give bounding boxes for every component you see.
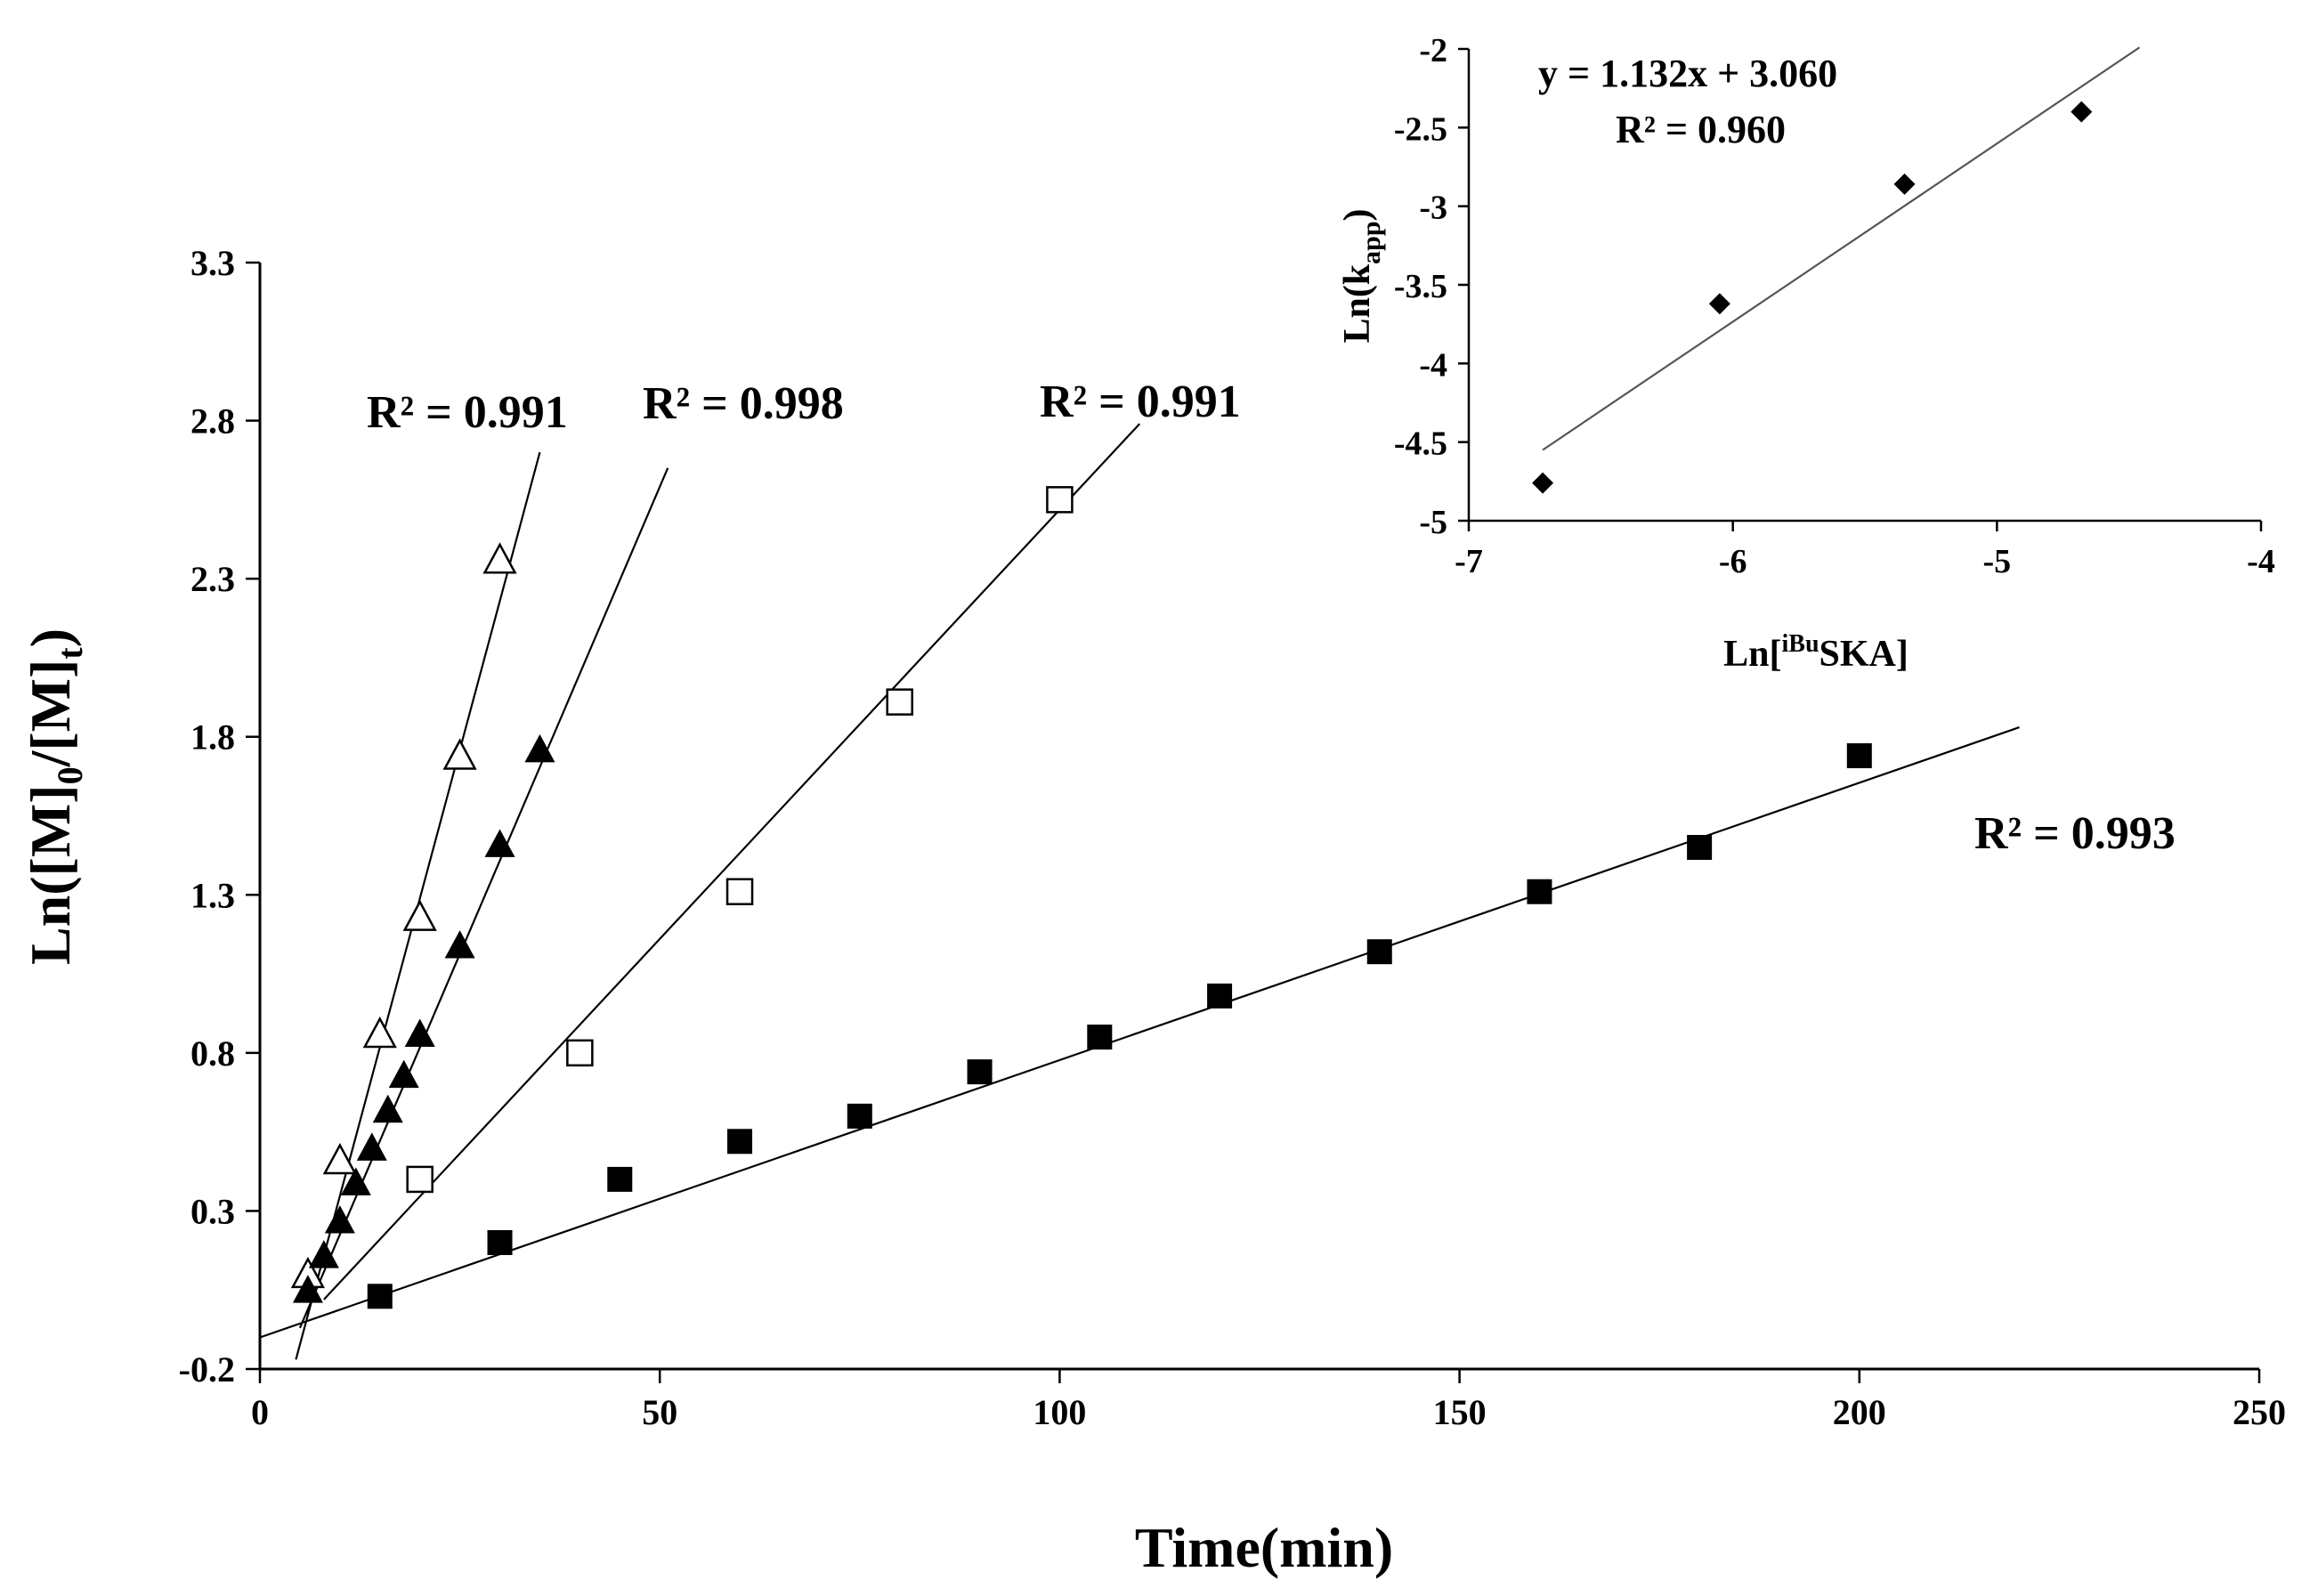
main-point-series-0 [442, 738, 477, 770]
main-point-series-3 [1527, 879, 1552, 904]
main-x-axis-title: Time(min) [1135, 1516, 1393, 1579]
main-point-series-1 [444, 930, 475, 959]
inset-y-tick-label: -2.5 [1394, 110, 1447, 148]
inset-y-tick-label: -4.5 [1394, 425, 1447, 463]
main-fit-lines [259, 423, 2020, 1360]
main-y-tick-label: -0.2 [179, 1349, 235, 1389]
main-point-series-1 [340, 1167, 371, 1195]
main-plot: 0 50 100 150 200 250 -0.2 0.3 0.8 1.3 1.8 2.3 2.8 3.… [19, 243, 2286, 1579]
main-point-series-3 [1207, 983, 1233, 1009]
main-point-series-3 [847, 1103, 872, 1129]
main-point-series-3 [367, 1284, 393, 1309]
inset-y-tick-label: -3 [1419, 190, 1447, 227]
main-point-series-3 [1366, 939, 1392, 965]
inset-x-ticks: -7 -6 -5 -4 [1455, 521, 2275, 580]
main-y-tick-label: 2.8 [190, 401, 235, 442]
main-point-series-2 [566, 1039, 594, 1067]
inset-y-tick-label: -4 [1419, 346, 1447, 384]
main-point-series-0 [322, 1142, 357, 1175]
r2-label-open-squares: R² = 0.991 [1040, 377, 1241, 427]
main-point-series-0 [482, 542, 517, 574]
main-y-tick-label: 1.3 [190, 875, 235, 915]
inset-y-tick-label: -5 [1419, 504, 1447, 541]
main-point-series-3 [1087, 1025, 1113, 1050]
inset-y-tick-label: -2 [1419, 32, 1447, 69]
inset-fit-line [1542, 46, 2141, 451]
main-point-series-3 [1687, 835, 1713, 861]
main-point-series-0 [402, 899, 437, 931]
main-x-tick-label: 0 [251, 1392, 269, 1432]
main-point-series-2 [725, 878, 754, 905]
inset-y-axis-title: Ln(kapp) [1337, 208, 1386, 343]
inset-plot: -7 -6 -5 -4 -5 -4.5 -4 -3.5 -3 -2.5 -2 Ln[iBuSKA]… [1337, 32, 2275, 675]
inset-equation: y = 1.132x + 3.060 [1538, 52, 1837, 95]
main-point-series-1 [292, 1275, 323, 1303]
inset-fit-line-series-0 [1542, 46, 2141, 451]
main-x-ticks: 0 50 100 150 200 250 [251, 1369, 2286, 1432]
inset-x-tick-label: -7 [1455, 543, 1483, 580]
main-point-series-1 [484, 829, 515, 857]
main-point-series-3 [967, 1059, 993, 1085]
main-point-series-1 [524, 733, 555, 763]
main-point-series-1 [324, 1205, 355, 1234]
main-x-tick-label: 200 [1833, 1392, 1886, 1432]
inset-x-tick-label: -5 [1983, 543, 2012, 580]
main-fit-line-series-3 [259, 726, 2020, 1339]
main-point-series-3 [1846, 743, 1872, 769]
r2-label-filled-squares: R² = 0.993 [1974, 808, 2176, 859]
main-y-tick-label: 1.8 [190, 717, 235, 757]
main-x-tick-label: 50 [642, 1392, 677, 1432]
main-point-series-2 [1046, 486, 1074, 514]
main-point-series-3 [727, 1129, 753, 1154]
main-point-series-2 [886, 688, 913, 716]
main-x-tick-label: 250 [2233, 1392, 2286, 1432]
main-point-series-1 [372, 1094, 403, 1123]
main-y-tick-label: 0.8 [190, 1033, 235, 1073]
inset-point-series-0 [1532, 472, 1554, 494]
main-point-series-2 [406, 1165, 434, 1194]
main-point-series-1 [308, 1240, 339, 1268]
inset-y-ticks: -5 -4.5 -4 -3.5 -3 -2.5 -2 [1394, 32, 1469, 541]
inset-y-tick-label: -3.5 [1394, 268, 1447, 305]
r2-label-filled-triangles: R² = 0.998 [643, 378, 844, 429]
main-point-series-3 [487, 1229, 513, 1255]
inset-point-series-0 [1708, 293, 1730, 315]
main-point-series-1 [388, 1059, 419, 1089]
main-data-points [290, 486, 1872, 1309]
main-y-axis-title: Ln([M]0/[M]t) [19, 628, 90, 965]
main-point-series-1 [404, 1018, 435, 1047]
inset-x-axis-title: Ln[iBuSKA] [1723, 630, 1909, 675]
inset-x-tick-label: -4 [2247, 543, 2275, 580]
main-y-tick-label: 3.3 [190, 243, 235, 283]
inset-r2-label: R² = 0.960 [1616, 108, 1786, 151]
main-point-series-1 [356, 1132, 387, 1161]
inset-point-series-0 [1893, 173, 1916, 195]
inset-data-points [1532, 101, 2093, 494]
r2-label-open-triangles: R² = 0.991 [367, 387, 568, 438]
main-fit-line-series-2 [323, 423, 1141, 1300]
inset-x-tick-label: -6 [1719, 543, 1747, 580]
main-x-tick-label: 150 [1433, 1392, 1487, 1432]
main-y-tick-label: 0.3 [190, 1191, 235, 1231]
main-point-series-0 [362, 1016, 397, 1049]
main-point-series-3 [607, 1166, 633, 1192]
inset-point-series-0 [2071, 101, 2093, 123]
main-y-tick-label: 2.3 [190, 559, 235, 599]
main-y-ticks: -0.2 0.3 0.8 1.3 1.8 2.3 2.8 3.3 [179, 243, 260, 1389]
main-x-tick-label: 100 [1033, 1392, 1086, 1432]
